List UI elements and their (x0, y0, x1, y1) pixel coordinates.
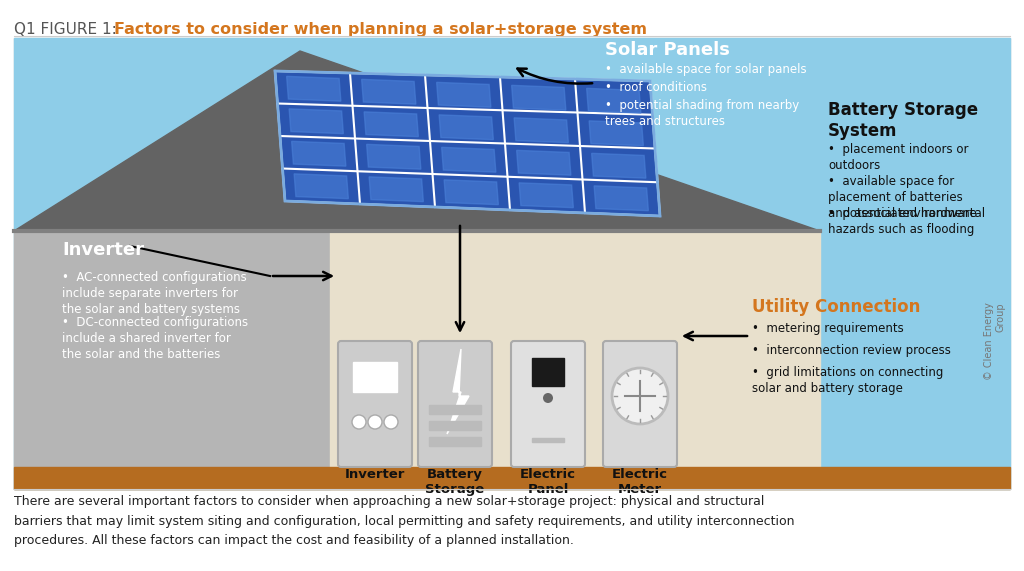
Text: Electric
Panel: Electric Panel (520, 468, 575, 496)
Bar (429, 421, 481, 430)
Text: •  DC-connected configurations
include a shared inverter for
the solar and the b: • DC-connected configurations include a … (62, 316, 248, 361)
Bar (14, 38, 1010, 489)
Text: Utility Connection: Utility Connection (752, 298, 921, 316)
Bar (14, 231, 330, 489)
FancyBboxPatch shape (511, 341, 585, 467)
Text: •  interconnection review process: • interconnection review process (752, 344, 951, 357)
Polygon shape (439, 115, 494, 140)
Bar (532, 438, 564, 442)
Polygon shape (592, 154, 646, 178)
Polygon shape (287, 77, 341, 101)
Text: •  potential shading from nearby
trees and structures: • potential shading from nearby trees an… (605, 99, 800, 128)
Polygon shape (517, 150, 570, 175)
Polygon shape (294, 174, 348, 199)
Polygon shape (519, 183, 573, 208)
Text: •  roof conditions: • roof conditions (605, 81, 707, 94)
Bar (330, 231, 820, 489)
Circle shape (612, 368, 668, 424)
Polygon shape (292, 142, 346, 166)
Polygon shape (587, 89, 641, 113)
Text: Battery
Storage: Battery Storage (425, 468, 484, 496)
Text: •  available space for solar panels: • available space for solar panels (605, 63, 807, 76)
FancyBboxPatch shape (338, 341, 412, 467)
Polygon shape (594, 186, 648, 211)
Circle shape (368, 415, 382, 429)
Polygon shape (441, 147, 496, 172)
Text: There are several important factors to consider when approaching a new solar+sto: There are several important factors to c… (14, 495, 795, 547)
Bar (429, 437, 481, 446)
Text: •  placement indoors or
outdoors: • placement indoors or outdoors (828, 143, 969, 172)
Polygon shape (369, 177, 423, 202)
Text: Solar Panels: Solar Panels (605, 41, 730, 59)
Text: Battery Storage
System: Battery Storage System (828, 101, 978, 140)
Bar (14, 38, 1010, 489)
Polygon shape (275, 71, 660, 216)
FancyBboxPatch shape (418, 341, 492, 467)
Text: •  grid limitations on connecting
solar and battery storage: • grid limitations on connecting solar a… (752, 366, 943, 395)
Polygon shape (447, 349, 469, 434)
Polygon shape (365, 112, 419, 136)
Polygon shape (589, 121, 643, 146)
Polygon shape (289, 109, 343, 134)
Text: © Clean Energy
Group: © Clean Energy Group (984, 302, 1006, 380)
FancyBboxPatch shape (603, 341, 677, 467)
Text: Inverter: Inverter (62, 241, 144, 259)
Bar (429, 405, 481, 414)
Polygon shape (14, 51, 820, 231)
Text: Q1 FIGURE 1:: Q1 FIGURE 1: (14, 22, 122, 37)
Polygon shape (514, 118, 568, 143)
Polygon shape (436, 82, 490, 107)
Text: •  metering requirements: • metering requirements (752, 322, 904, 335)
Text: Inverter: Inverter (345, 468, 406, 481)
Text: Electric
Meter: Electric Meter (612, 468, 668, 496)
Bar (353, 362, 397, 392)
Text: Factors to consider when planning a solar+storage system: Factors to consider when planning a sola… (114, 22, 647, 37)
Polygon shape (512, 85, 566, 110)
Polygon shape (444, 180, 499, 204)
Polygon shape (367, 144, 421, 169)
Circle shape (352, 415, 366, 429)
Bar (532, 358, 564, 386)
Circle shape (384, 415, 398, 429)
Text: •  AC-connected configurations
include separate inverters for
the solar and batt: • AC-connected configurations include se… (62, 271, 247, 316)
Circle shape (543, 393, 553, 403)
Text: •  potential environmental
hazards such as flooding: • potential environmental hazards such a… (828, 207, 985, 236)
Text: •  available space for
placement of batteries
and associated hardware: • available space for placement of batte… (828, 175, 977, 220)
Polygon shape (361, 79, 416, 104)
Bar (14, 467, 1010, 489)
